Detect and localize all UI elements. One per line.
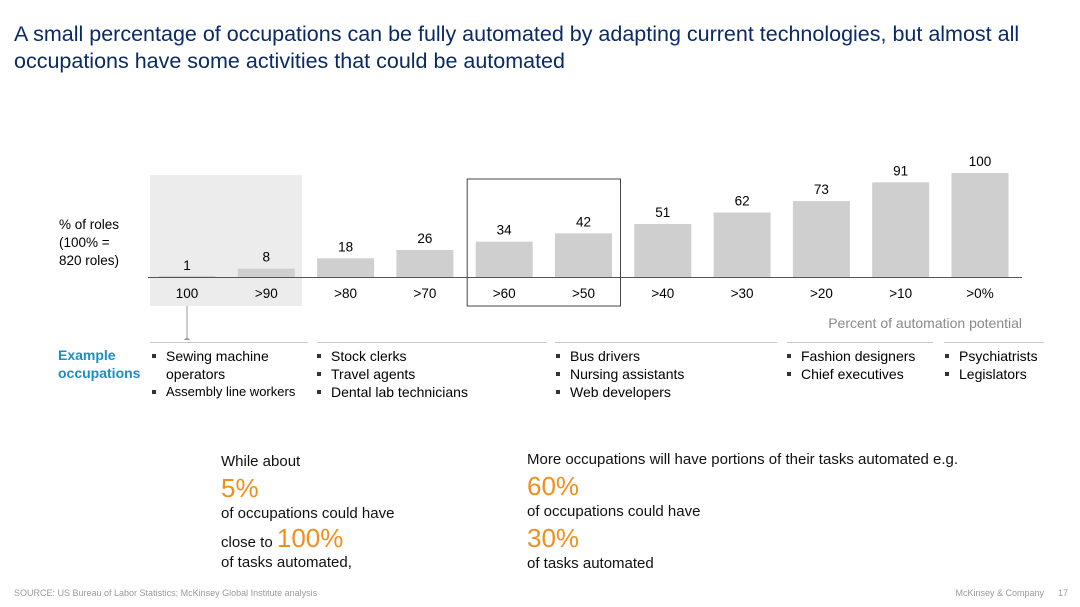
- example-occupations-label: Example occupations: [58, 346, 140, 382]
- occupation-item: Nursing assistants: [555, 365, 684, 383]
- occupation-group: Stock clerks Travel agents Dental lab te…: [316, 347, 468, 401]
- occupation-item: Assembly line workers: [151, 383, 295, 401]
- fact-intro: More occupations will have portions of t…: [527, 451, 959, 468]
- fact-text: close to: [221, 534, 273, 551]
- occupation-group: Sewing machine operators Assembly line w…: [151, 347, 295, 401]
- x-tick-label: >40: [651, 286, 674, 301]
- fact-text: of occupations could have: [527, 503, 701, 520]
- data-label: 100: [969, 154, 992, 169]
- fact-left: While about 5% of occupations could have…: [221, 452, 394, 573]
- occupation-item: Psychiatrists: [944, 347, 1038, 365]
- occupation-item: Bus drivers: [555, 347, 684, 365]
- x-tick-label: >60: [493, 286, 516, 301]
- source-note: SOURCE: US Bureau of Labor Statistics; M…: [14, 588, 318, 598]
- occupation-item: Sewing machine: [151, 347, 295, 365]
- bar: [872, 182, 930, 277]
- fact-highlight-60pct: 60%: [527, 471, 580, 501]
- bar: [396, 249, 454, 277]
- y-axis-label-line: % of roles: [59, 217, 120, 232]
- occupation-item: Stock clerks: [316, 347, 468, 365]
- bar: [317, 258, 375, 277]
- data-label: 34: [497, 223, 513, 238]
- fact-right: More occupations will have portions of t…: [527, 450, 958, 574]
- bar: [158, 275, 216, 277]
- occupation-group: Fashion designers Chief executives: [786, 347, 915, 383]
- bar: [475, 241, 533, 277]
- fact-text-line: close to 100%: [221, 525, 394, 553]
- bar: [634, 223, 692, 277]
- example-label-line: occupations: [58, 365, 141, 381]
- data-label: 62: [735, 194, 750, 209]
- fact-intro: While about: [221, 453, 301, 470]
- data-label: 1: [183, 258, 191, 273]
- x-tick-label: >70: [413, 286, 436, 301]
- group-divider: [150, 342, 308, 343]
- example-label-line: Example: [58, 347, 116, 363]
- fact-highlight-30pct: 30%: [527, 523, 580, 553]
- occupation-group: Bus drivers Nursing assistants Web devel…: [555, 347, 684, 401]
- x-tick-label: >90: [255, 286, 278, 301]
- x-tick-label: >80: [334, 286, 357, 301]
- y-axis-label-line: 820 roles): [59, 253, 120, 268]
- group-divider: [555, 342, 777, 343]
- occupation-group: Psychiatrists Legislators: [944, 347, 1038, 383]
- x-tick-label: >20: [810, 286, 833, 301]
- group-divider: [787, 342, 933, 343]
- connector-dot: [184, 338, 190, 340]
- occupation-item: Dental lab technicians: [316, 383, 468, 401]
- x-tick-label: 100: [176, 286, 199, 301]
- y-axis-label: % of roles (100% = 820 roles): [59, 216, 119, 270]
- fact-text: of tasks automated,: [221, 554, 352, 571]
- data-label: 42: [576, 214, 591, 229]
- x-tick-label: >10: [889, 286, 912, 301]
- data-label: 8: [263, 250, 271, 265]
- bar: [792, 201, 850, 277]
- y-axis-label-line: (100% =: [59, 235, 110, 250]
- brand-name: McKinsey & Company: [955, 588, 1044, 598]
- fact-text: of occupations could have: [221, 505, 395, 522]
- data-label: 51: [655, 205, 670, 220]
- bar: [951, 173, 1009, 277]
- occupation-item: Legislators: [944, 365, 1038, 383]
- occupation-item: Travel agents: [316, 365, 468, 383]
- occupation-item: Fashion designers: [786, 347, 915, 365]
- data-label: 73: [814, 182, 829, 197]
- occupation-item: Chief executives: [786, 365, 915, 383]
- group-divider: [944, 342, 1044, 343]
- highlight-box: [466, 178, 622, 307]
- page-title: A small percentage of occupations can be…: [14, 22, 1020, 73]
- x-tick-label: >0%: [966, 286, 993, 301]
- data-label: 26: [417, 231, 432, 246]
- data-label: 91: [893, 163, 908, 178]
- data-label: 18: [338, 239, 353, 254]
- fact-highlight-5pct: 5%: [221, 473, 259, 503]
- bar: [237, 268, 295, 277]
- x-tick-label: >30: [731, 286, 754, 301]
- page-number: 17: [1057, 588, 1068, 598]
- bar: [555, 233, 612, 277]
- occupation-item: operators: [166, 366, 226, 382]
- x-axis-title: Percent of automation potential: [828, 315, 1022, 331]
- highlight-region: [150, 175, 302, 306]
- x-tick-label: >50: [572, 286, 595, 301]
- occupation-item: Web developers: [555, 383, 684, 401]
- fact-text: of tasks automated: [527, 555, 654, 572]
- fact-highlight-100pct: 100%: [276, 523, 344, 553]
- bar: [713, 212, 771, 277]
- group-divider: [317, 342, 547, 343]
